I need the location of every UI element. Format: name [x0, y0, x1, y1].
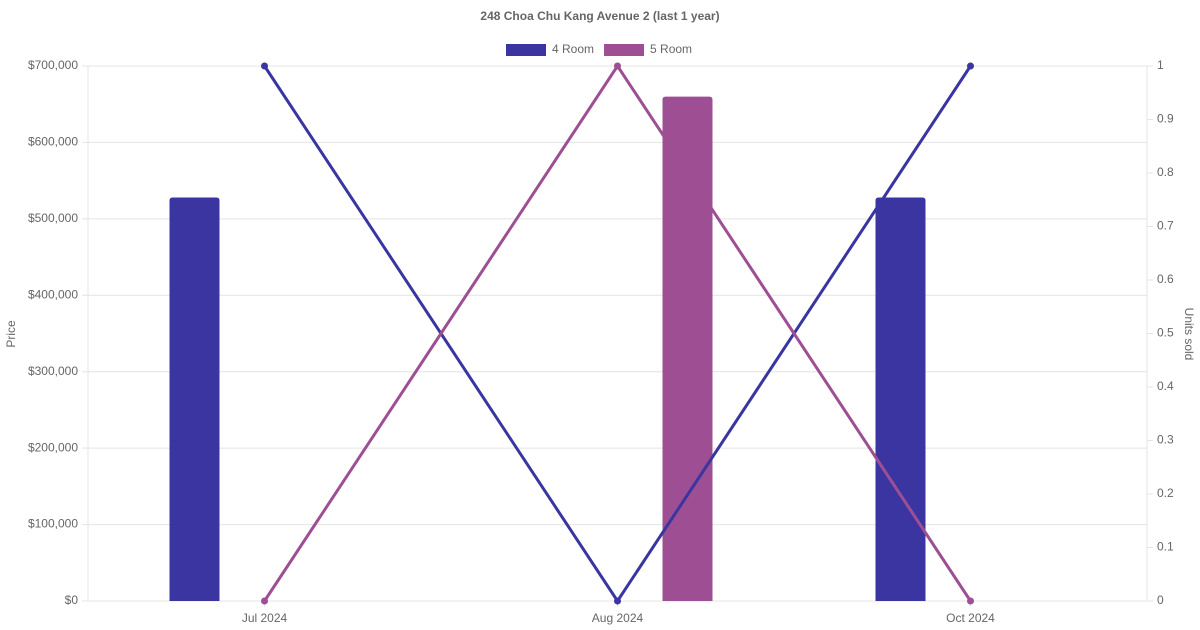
x-tick-label: Aug 2024: [592, 611, 644, 625]
y2-tick-label: 0.5: [1157, 326, 1174, 340]
y2-tick-label: 0: [1157, 593, 1164, 607]
y-tick-label: $500,000: [28, 211, 78, 225]
x-tick-label: Oct 2024: [946, 611, 995, 625]
y2-tick-label: 0.4: [1157, 379, 1174, 393]
point: [614, 62, 621, 70]
y-axis-title: Price: [4, 320, 18, 348]
y-tick-label: $400,000: [28, 287, 78, 301]
y2-tick-label: 0.9: [1157, 112, 1174, 126]
y2-axis-title: Units sold: [1182, 308, 1196, 361]
y-tick-label: $300,000: [28, 364, 78, 378]
y2-tick-label: 0.7: [1157, 219, 1174, 233]
point: [261, 62, 268, 70]
line: [263, 63, 972, 602]
legend-swatch: [604, 44, 645, 56]
point: [967, 62, 974, 70]
legend-label: 4 Room: [552, 42, 594, 56]
y-tick-label: $200,000: [28, 440, 78, 454]
y2-tick-label: 0.6: [1157, 272, 1174, 286]
y2-tick-label: 0.8: [1157, 165, 1174, 179]
y2-tick-label: 1: [1157, 58, 1164, 72]
point: [261, 597, 268, 605]
y-tick-label: $0: [65, 593, 79, 607]
bar: [169, 197, 220, 601]
chart-title: 248 Choa Chu Kang Avenue 2 (last 1 year): [480, 9, 719, 23]
x-tick-label: Jul 2024: [242, 611, 288, 625]
y2-tick-label: 0.1: [1157, 540, 1174, 554]
y-tick-label: $600,000: [28, 135, 78, 149]
legend-swatch: [506, 44, 546, 56]
y-tick-label: $700,000: [28, 58, 78, 72]
legend-label: 5 Room: [650, 42, 692, 56]
point: [614, 597, 621, 605]
y2-tick-label: 0.2: [1157, 486, 1174, 500]
line: [263, 65, 972, 604]
point: [967, 597, 974, 605]
y-tick-label: $100,000: [28, 517, 78, 531]
bar: [875, 197, 926, 601]
y2-tick-label: 0.3: [1157, 433, 1174, 447]
